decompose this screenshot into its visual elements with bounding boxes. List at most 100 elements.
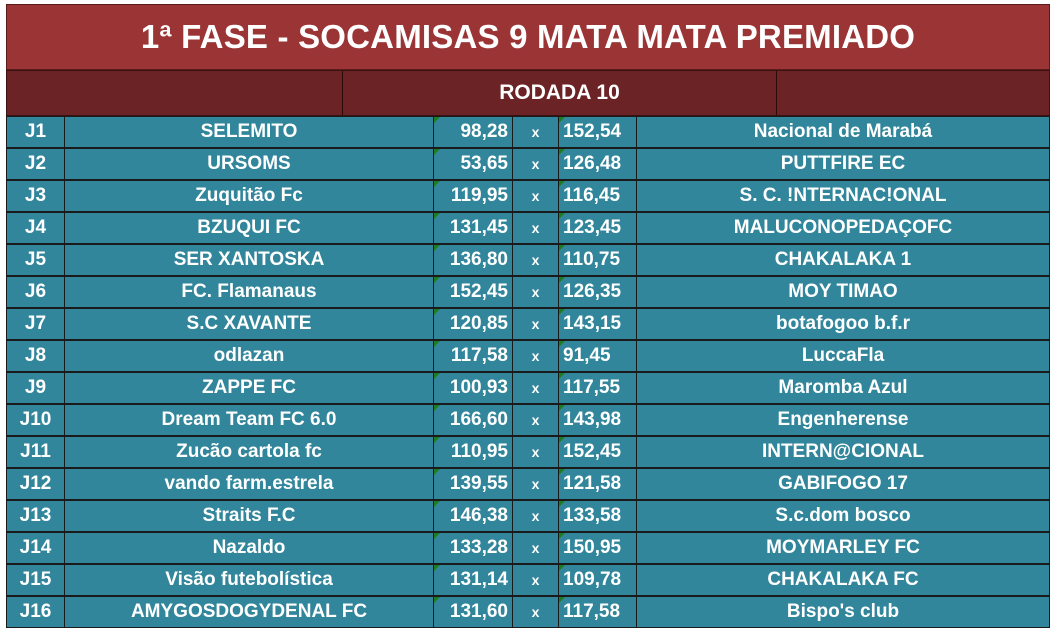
home-score[interactable]: 146,38	[433, 500, 513, 532]
versus-separator[interactable]: x	[512, 276, 559, 308]
versus-separator[interactable]: x	[512, 212, 559, 244]
table-row: J4 BZUQUI FC 131,45 x 123,45 MALUCONOPEDAÇOFC	[6, 212, 1050, 244]
versus-separator[interactable]: x	[512, 500, 559, 532]
versus-separator[interactable]: x	[512, 340, 559, 372]
away-score[interactable]: 91,45	[558, 340, 637, 372]
home-score[interactable]: 120,85	[433, 308, 513, 340]
away-score[interactable]: 126,35	[558, 276, 637, 308]
match-id[interactable]: J15	[6, 564, 65, 596]
match-id[interactable]: J2	[6, 148, 65, 180]
match-id[interactable]: J12	[6, 468, 65, 500]
match-id[interactable]: J6	[6, 276, 65, 308]
home-team[interactable]: Visão futebolística	[64, 564, 434, 596]
home-score[interactable]: 136,80	[433, 244, 513, 276]
versus-separator[interactable]: x	[512, 116, 559, 148]
home-team[interactable]: FC. Flamanaus	[64, 276, 434, 308]
home-team[interactable]: Straits F.C	[64, 500, 434, 532]
home-team[interactable]: Zuquitão Fc	[64, 180, 434, 212]
versus-separator[interactable]: x	[512, 564, 559, 596]
match-id[interactable]: J3	[6, 180, 65, 212]
home-score[interactable]: 152,45	[433, 276, 513, 308]
home-score[interactable]: 110,95	[433, 436, 513, 468]
away-score[interactable]: 117,58	[558, 596, 637, 628]
away-score[interactable]: 143,98	[558, 404, 637, 436]
versus-separator[interactable]: x	[512, 436, 559, 468]
home-score[interactable]: 139,55	[433, 468, 513, 500]
away-score[interactable]: 121,58	[558, 468, 637, 500]
match-id[interactable]: J7	[6, 308, 65, 340]
away-team[interactable]: GABIFOGO 17	[636, 468, 1050, 500]
away-team[interactable]: Engenherense	[636, 404, 1050, 436]
home-score[interactable]: 100,93	[433, 372, 513, 404]
away-team[interactable]: PUTTFIRE EC	[636, 148, 1050, 180]
home-team[interactable]: S.C XAVANTE	[64, 308, 434, 340]
away-team[interactable]: LuccaFla	[636, 340, 1050, 372]
home-team[interactable]: odlazan	[64, 340, 434, 372]
versus-separator[interactable]: x	[512, 308, 559, 340]
home-team[interactable]: vando farm.estrela	[64, 468, 434, 500]
home-score[interactable]: 119,95	[433, 180, 513, 212]
versus-separator[interactable]: x	[512, 372, 559, 404]
match-id[interactable]: J8	[6, 340, 65, 372]
versus-separator[interactable]: x	[512, 148, 559, 180]
away-team[interactable]: Nacional de Marabá	[636, 116, 1050, 148]
away-score[interactable]: 152,54	[558, 116, 637, 148]
away-team[interactable]: MOY TIMAO	[636, 276, 1050, 308]
away-team[interactable]: botafogoo b.f.r	[636, 308, 1050, 340]
round-header-left-cell	[7, 71, 343, 115]
home-team[interactable]: Dream Team FC 6.0	[64, 404, 434, 436]
away-score[interactable]: 117,55	[558, 372, 637, 404]
away-score[interactable]: 133,58	[558, 500, 637, 532]
match-id[interactable]: J1	[6, 116, 65, 148]
match-id[interactable]: J11	[6, 436, 65, 468]
home-team[interactable]: Zucão cartola fc	[64, 436, 434, 468]
home-score[interactable]: 133,28	[433, 532, 513, 564]
home-team[interactable]: BZUQUI FC	[64, 212, 434, 244]
match-id[interactable]: J4	[6, 212, 65, 244]
away-team[interactable]: CHAKALAKA 1	[636, 244, 1050, 276]
home-score[interactable]: 98,28	[433, 116, 513, 148]
table-row: J2 URSOMS 53,65 x 126,48 PUTTFIRE EC	[6, 148, 1050, 180]
match-id[interactable]: J10	[6, 404, 65, 436]
versus-separator[interactable]: x	[512, 404, 559, 436]
away-team[interactable]: S.c.dom bosco	[636, 500, 1050, 532]
away-team[interactable]: Maromba Azul	[636, 372, 1050, 404]
home-team[interactable]: SER XANTOSKA	[64, 244, 434, 276]
home-team[interactable]: ZAPPE FC	[64, 372, 434, 404]
away-score[interactable]: 143,15	[558, 308, 637, 340]
home-team[interactable]: SELEMITO	[64, 116, 434, 148]
away-team[interactable]: CHAKALAKA FC	[636, 564, 1050, 596]
away-score[interactable]: 152,45	[558, 436, 637, 468]
home-team[interactable]: URSOMS	[64, 148, 434, 180]
away-team[interactable]: INTERN@CIONAL	[636, 436, 1050, 468]
versus-separator[interactable]: x	[512, 244, 559, 276]
away-score[interactable]: 150,95	[558, 532, 637, 564]
away-team[interactable]: MOYMARLEY FC	[636, 532, 1050, 564]
away-team[interactable]: S. C. !NTERNAC!ONAL	[636, 180, 1050, 212]
away-team[interactable]: MALUCONOPEDAÇOFC	[636, 212, 1050, 244]
home-score[interactable]: 131,60	[433, 596, 513, 628]
versus-separator[interactable]: x	[512, 532, 559, 564]
match-id[interactable]: J9	[6, 372, 65, 404]
away-score[interactable]: 109,78	[558, 564, 637, 596]
match-id[interactable]: J14	[6, 532, 65, 564]
home-score[interactable]: 131,14	[433, 564, 513, 596]
away-score[interactable]: 110,75	[558, 244, 637, 276]
away-score[interactable]: 116,45	[558, 180, 637, 212]
home-team[interactable]: Nazaldo	[64, 532, 434, 564]
away-team[interactable]: Bispo's club	[636, 596, 1050, 628]
home-score[interactable]: 117,58	[433, 340, 513, 372]
away-score[interactable]: 123,45	[558, 212, 637, 244]
match-id[interactable]: J5	[6, 244, 65, 276]
versus-separator[interactable]: x	[512, 468, 559, 500]
versus-separator[interactable]: x	[512, 180, 559, 212]
home-score[interactable]: 131,45	[433, 212, 513, 244]
table-row: J16 AMYGOSDOGYDENAL FC 131,60 x 117,58 Bispo'…	[6, 596, 1050, 628]
away-score[interactable]: 126,48	[558, 148, 637, 180]
versus-separator[interactable]: x	[512, 596, 559, 628]
home-team[interactable]: AMYGOSDOGYDENAL FC	[64, 596, 434, 628]
match-id[interactable]: J16	[6, 596, 65, 628]
match-id[interactable]: J13	[6, 500, 65, 532]
home-score[interactable]: 166,60	[433, 404, 513, 436]
home-score[interactable]: 53,65	[433, 148, 513, 180]
